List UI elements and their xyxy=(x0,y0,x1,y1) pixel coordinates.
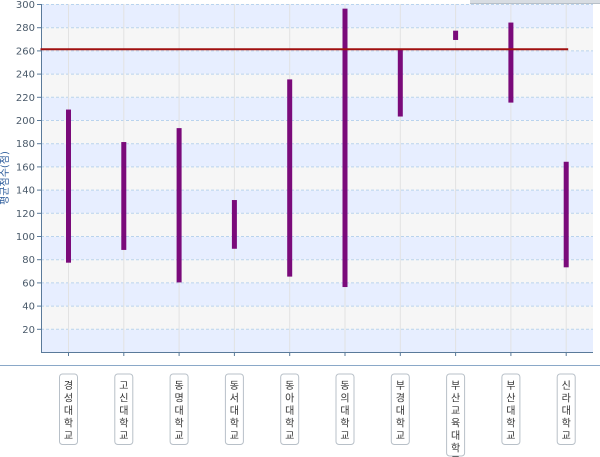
grid-lines xyxy=(41,4,593,352)
y-tick-label: 140 xyxy=(16,186,35,197)
y-tick-label: 240 xyxy=(16,70,35,81)
y-tick-label: 260 xyxy=(16,46,35,57)
category-labels: 경 성 대 학 교 고 신 대 학 교 동 명 대 학 교 동 서 대 학 교 동 아 대 학 교 동 의 대 학 교 부 경 대 학 교 부 산 교 육 대… xyxy=(59,373,576,457)
category-label-box xyxy=(446,373,466,457)
y-tick-label: 120 xyxy=(16,209,35,220)
range-bar xyxy=(453,30,459,40)
range-bar xyxy=(397,49,403,117)
range-bar xyxy=(342,8,348,288)
y-tick-label: 40 xyxy=(22,302,35,313)
y-tick-label: 220 xyxy=(16,93,35,104)
range-bar xyxy=(287,79,293,277)
category-label-box xyxy=(335,373,355,445)
y-tick-label: 180 xyxy=(16,139,35,150)
y-tick-label: 200 xyxy=(16,116,35,127)
category-label-box xyxy=(59,373,78,445)
y-axis-label: 평균점수(점) xyxy=(0,151,11,205)
y-tick-label: 160 xyxy=(16,162,35,173)
range-bar xyxy=(66,109,71,263)
y-tick-label: 80 xyxy=(22,255,35,266)
category-label-box xyxy=(280,373,300,445)
y-tick-label: 60 xyxy=(22,278,35,289)
range-bar xyxy=(508,22,514,103)
category-label-box xyxy=(501,373,521,445)
y-tick-label: 20 xyxy=(22,325,35,336)
category-label-box xyxy=(224,373,244,445)
y-axis-ticks: 20 40 60 80 100 120 140 160 180 200 220 240 260 280 30… xyxy=(16,0,42,352)
category-label-box xyxy=(556,373,576,445)
range-bar xyxy=(231,200,237,249)
x-axis xyxy=(0,352,600,366)
y-tick-label: 300 xyxy=(16,0,35,11)
y-tick-label: 100 xyxy=(16,232,35,243)
toolbar-edge xyxy=(470,0,600,4)
category-label-box xyxy=(390,373,410,445)
range-bars xyxy=(66,8,569,288)
range-bar xyxy=(121,142,127,250)
range-bar xyxy=(176,128,182,283)
category-label-box xyxy=(114,373,134,445)
category-label-box xyxy=(169,373,189,445)
range-bar xyxy=(563,161,569,268)
y-tick-label: 280 xyxy=(16,23,35,34)
category-label: 부산교육대학교 xyxy=(446,373,466,457)
